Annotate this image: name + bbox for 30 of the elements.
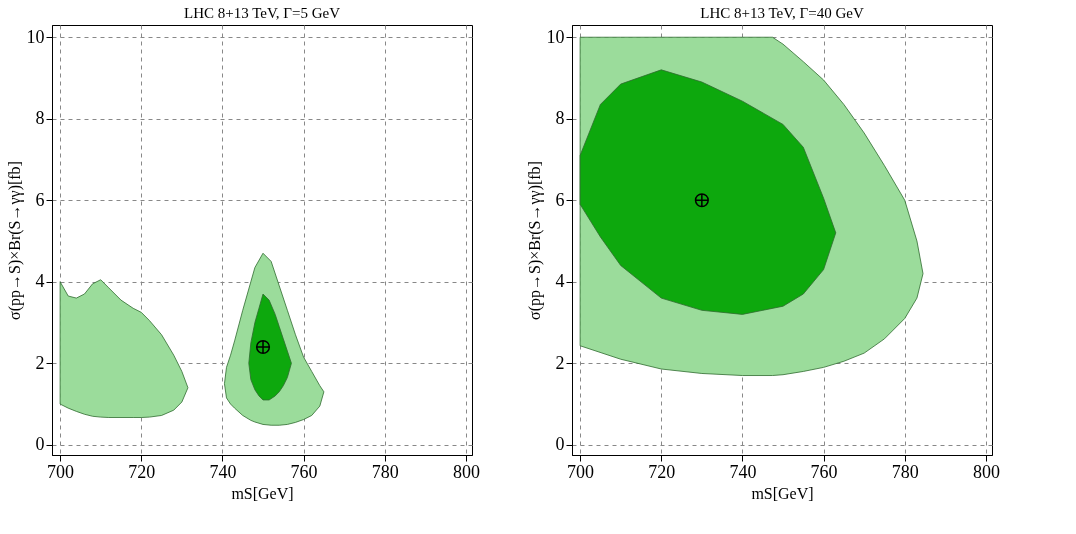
y-tick-label: 6 — [555, 189, 565, 210]
y-tick-label: 10 — [26, 26, 45, 47]
y-tick-label: 4 — [35, 271, 45, 292]
y-axis-title: σ(pp→S)×Br(S→γγ)[fb] — [5, 161, 24, 320]
x-tick-label: 800 — [972, 461, 1000, 482]
x-tick-label: 760 — [810, 461, 838, 482]
x-tick-label: 780 — [371, 461, 399, 482]
x-tick-label: 700 — [47, 461, 75, 482]
x-axis-title: mS[GeV] — [751, 484, 814, 502]
y-tick-label: 6 — [35, 189, 45, 210]
x-tick-label: 740 — [209, 461, 237, 482]
chart-title: LHC 8+13 TeV, Γ=40 GeV — [700, 5, 864, 21]
y-tick-label: 8 — [555, 108, 565, 129]
x-tick-label: 760 — [290, 461, 318, 482]
x-tick-label: 720 — [648, 461, 676, 482]
x-axis-title: mS[GeV] — [231, 484, 294, 502]
y-tick-label: 8 — [35, 108, 45, 129]
y-axis-title: σ(pp→S)×Br(S→γγ)[fb] — [525, 161, 544, 320]
y-tick-label: 4 — [555, 271, 565, 292]
x-tick-label: 740 — [729, 461, 757, 482]
y-tick-label: 2 — [35, 352, 45, 373]
x-tick-label: 800 — [452, 461, 480, 482]
y-tick-label: 10 — [546, 26, 565, 47]
chart-title: LHC 8+13 TeV, Γ=5 GeV — [183, 5, 341, 21]
y-tick-label: 0 — [35, 434, 45, 455]
y-tick-label: 2 — [555, 352, 565, 373]
x-tick-label: 720 — [128, 461, 156, 482]
x-tick-label: 780 — [891, 461, 919, 482]
x-tick-label: 700 — [567, 461, 595, 482]
y-tick-label: 0 — [555, 434, 565, 455]
